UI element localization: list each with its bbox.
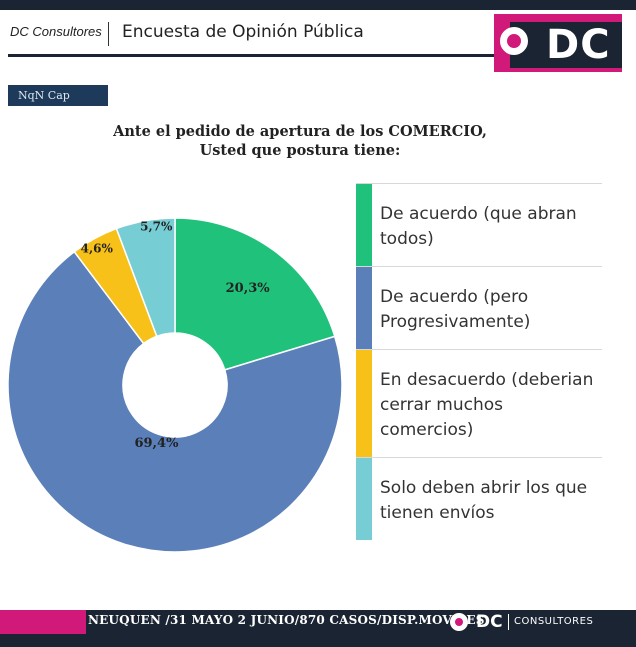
legend-swatch <box>356 184 372 266</box>
data-label-2: 69,4% <box>134 436 179 451</box>
region-tag: NqN Cap <box>8 85 108 106</box>
bottom-border <box>0 634 636 647</box>
data-label-4: 5,7% <box>140 219 173 233</box>
legend-item-1: De acuerdo (que abran todos) <box>356 183 602 266</box>
question-line-1: Ante el pedido de apertura de los COMERC… <box>113 123 487 140</box>
legend-label: De acuerdo (pero Progresivamente) <box>380 287 531 332</box>
footer-accent <box>0 610 86 634</box>
footer-logo-separator <box>508 614 509 630</box>
data-label-3: 4,6% <box>81 242 114 256</box>
footer-logo-dc: DC <box>476 612 503 632</box>
legend-swatch <box>356 350 372 457</box>
legend-label: En desacuerdo (deberian cerrar muchos co… <box>380 370 594 440</box>
top-border <box>0 0 636 10</box>
legend-item-3: En desacuerdo (deberian cerrar muchos co… <box>356 349 602 457</box>
question-line-2: Usted que postura tiene: <box>199 142 401 159</box>
header-brand: DC Consultores <box>10 24 102 39</box>
donut-chart: 20,3% 69,4% 4,6% 5,7% <box>7 217 343 553</box>
header-title: Encuesta de Opinión Pública <box>122 22 364 42</box>
legend: De acuerdo (que abran todos) De acuerdo (… <box>356 183 602 540</box>
header-separator <box>108 22 109 46</box>
legend-swatch <box>356 458 372 540</box>
footer-logo-consultores: CONSULTORES <box>514 616 594 627</box>
donut-slice-1 <box>174 217 336 371</box>
data-label-1: 20,3% <box>226 281 271 296</box>
donut-slice-4 <box>115 217 176 338</box>
question: Ante el pedido de apertura de los COMERC… <box>60 122 540 160</box>
legend-item-4: Solo deben abrir los que tienen envíos <box>356 457 602 540</box>
footer-logo-ring-icon <box>450 613 468 631</box>
footer: NEUQUEN /31 MAYO 2 JUNIO/870 CASOS/DISP.… <box>0 610 636 634</box>
donut-slice-2 <box>7 250 343 553</box>
header-rule <box>8 54 496 57</box>
dc-logo-text: DC <box>546 22 611 68</box>
dc-logo-inner <box>510 22 622 68</box>
legend-item-2: De acuerdo (pero Progresivamente) <box>356 266 602 349</box>
dc-logo-ring-icon <box>500 27 528 55</box>
footer-source: NEUQUEN /31 MAYO 2 JUNIO/870 CASOS/DISP.… <box>88 613 485 627</box>
legend-label: Solo deben abrir los que tienen envíos <box>380 478 588 523</box>
legend-swatch <box>356 267 372 349</box>
legend-label: De acuerdo (que abran todos) <box>380 204 577 249</box>
